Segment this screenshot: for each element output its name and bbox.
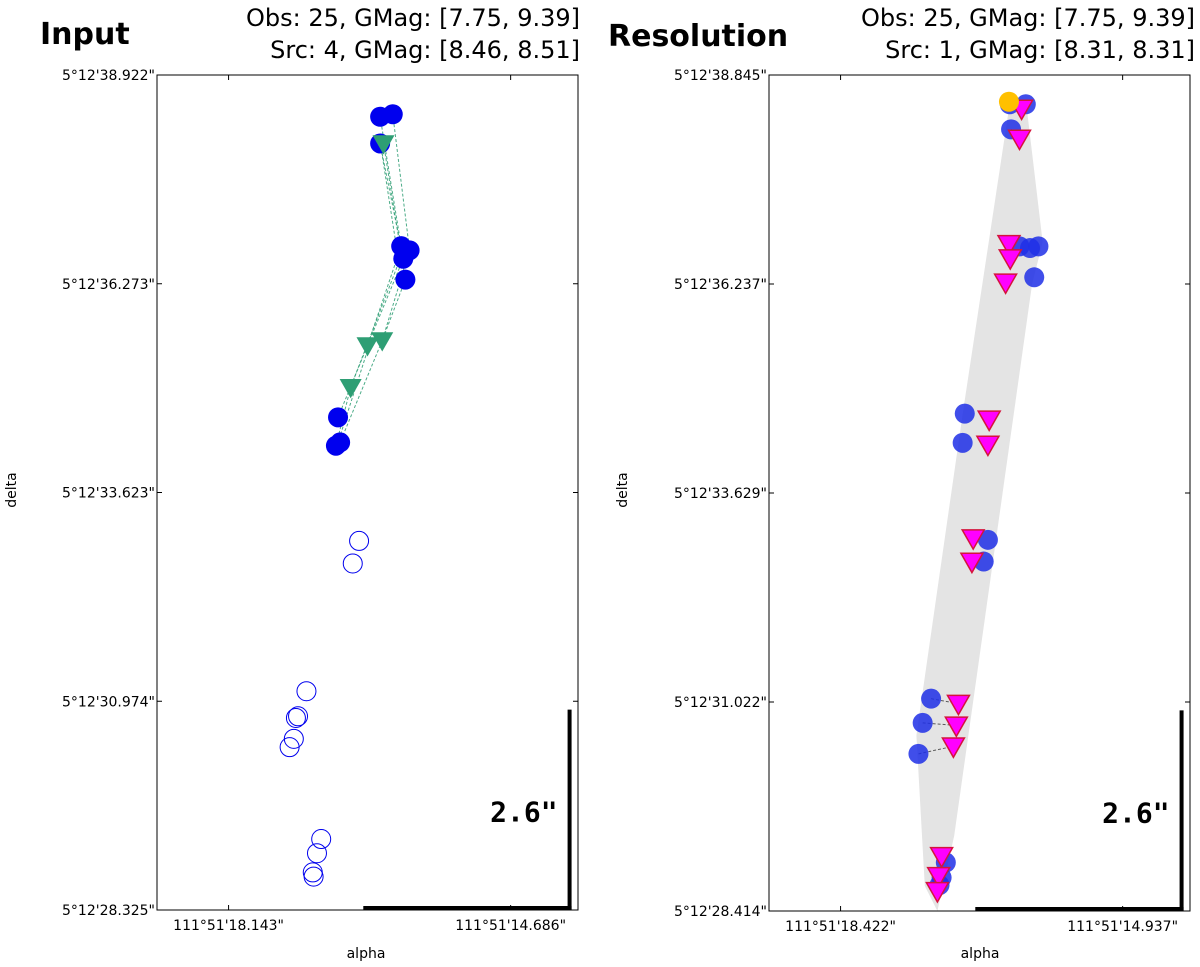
plot-area: 5°12'38.922" 5°12'36.273" 5°12'33.623" 5°12… [62, 68, 579, 934]
source-point [993, 273, 1018, 295]
header-obs: Obs: 25, GMag: [7.75, 9.39] [246, 4, 580, 32]
observation-point [977, 529, 998, 550]
source-point [960, 529, 986, 551]
x-tick-label: 111°51'18.422" [785, 919, 896, 935]
link-line [367, 258, 404, 346]
source-point [926, 866, 951, 889]
observation-point [921, 688, 942, 709]
y-tick-label: 5°12'28.414" [674, 904, 767, 920]
observation-open-point [342, 553, 363, 574]
x-axis-label: alpha [961, 946, 1000, 962]
y-tick-label: 5°12'36.237" [674, 277, 767, 293]
observation-point [954, 403, 975, 424]
observation-point [1028, 236, 1049, 257]
link-line [383, 143, 406, 280]
highlight-point [998, 91, 1019, 112]
observation-open-point [306, 843, 327, 864]
panel-input: Input Obs: 25, GMag: [7.75, 9.39] Src: 4… [4, 4, 580, 962]
observation-point [1024, 267, 1045, 288]
x-tick-label: 111°51'14.937" [1067, 919, 1178, 935]
x-tick-label: 111°51'14.686" [455, 918, 566, 934]
link-line [392, 114, 411, 251]
panel-title: Input [40, 17, 130, 52]
source-point [946, 694, 971, 717]
source-point [372, 135, 395, 155]
source-point [371, 332, 394, 352]
link-line [337, 350, 368, 443]
observation-point [908, 743, 929, 764]
y-tick-label: 5°12'33.623" [62, 486, 155, 502]
source-point [1007, 129, 1032, 152]
observation-point [393, 248, 414, 269]
source-point [976, 410, 1002, 432]
source-point [339, 379, 362, 399]
observation-open-point [296, 681, 317, 702]
observation-point [325, 435, 346, 456]
link-line [379, 141, 398, 251]
y-tick-label: 5°12'38.845" [674, 68, 767, 84]
observation-point [382, 104, 403, 125]
header-src: Src: 4, GMag: [8.46, 8.51] [270, 36, 580, 64]
observation-open-point [288, 706, 309, 727]
source-point [975, 435, 1001, 458]
source-point [959, 552, 985, 575]
link-line [381, 279, 406, 341]
resolution-region [916, 100, 1043, 912]
y-tick-label: 5°12'31.022" [674, 695, 767, 711]
scale-bar-label: 2.6" [1102, 796, 1169, 829]
source-point [997, 249, 1023, 271]
source-point [996, 234, 1022, 257]
x-axis-label: alpha [347, 946, 386, 962]
observation-open-point [285, 707, 306, 728]
observation-open-point [349, 530, 370, 551]
link-line [337, 345, 368, 418]
source-point [941, 737, 966, 759]
header-obs: Obs: 25, GMag: [7.75, 9.39] [861, 4, 1195, 32]
header-src: Src: 1, GMag: [8.31, 8.31] [885, 36, 1195, 64]
source-point [944, 716, 969, 738]
x-tick-label: 111°51'18.143" [173, 918, 284, 934]
y-tick-label: 5°12'28.325" [62, 903, 155, 919]
observation-point [395, 269, 416, 290]
panel-resolution: Resolution Obs: 25, GMag: [7.75, 9.39] S… [608, 4, 1195, 962]
observation-point [912, 712, 933, 733]
y-tick-label: 5°12'38.922" [62, 68, 155, 84]
scale-bar-label: 2.6" [490, 796, 557, 829]
observation-point [952, 432, 973, 453]
observation-point [328, 407, 349, 428]
source-point [356, 337, 379, 357]
observation-open-point [303, 866, 324, 887]
link-line [339, 340, 383, 443]
observation-open-point [279, 737, 300, 758]
source-point [929, 846, 954, 869]
y-axis-label: delta [4, 472, 20, 507]
y-axis-label: delta [615, 472, 631, 507]
plot-frame [156, 74, 579, 911]
link-line [350, 266, 398, 388]
y-tick-label: 5°12'33.629" [674, 486, 767, 502]
y-tick-label: 5°12'36.273" [62, 277, 155, 293]
plot-area: 5°12'38.845" 5°12'36.237" 5°12'33.629" 5°12… [674, 68, 1191, 935]
panel-title: Resolution [608, 19, 788, 54]
observation-open-point [311, 829, 332, 850]
source-point [925, 881, 950, 904]
y-tick-label: 5°12'30.974" [62, 694, 155, 710]
observation-open-point [302, 862, 323, 883]
